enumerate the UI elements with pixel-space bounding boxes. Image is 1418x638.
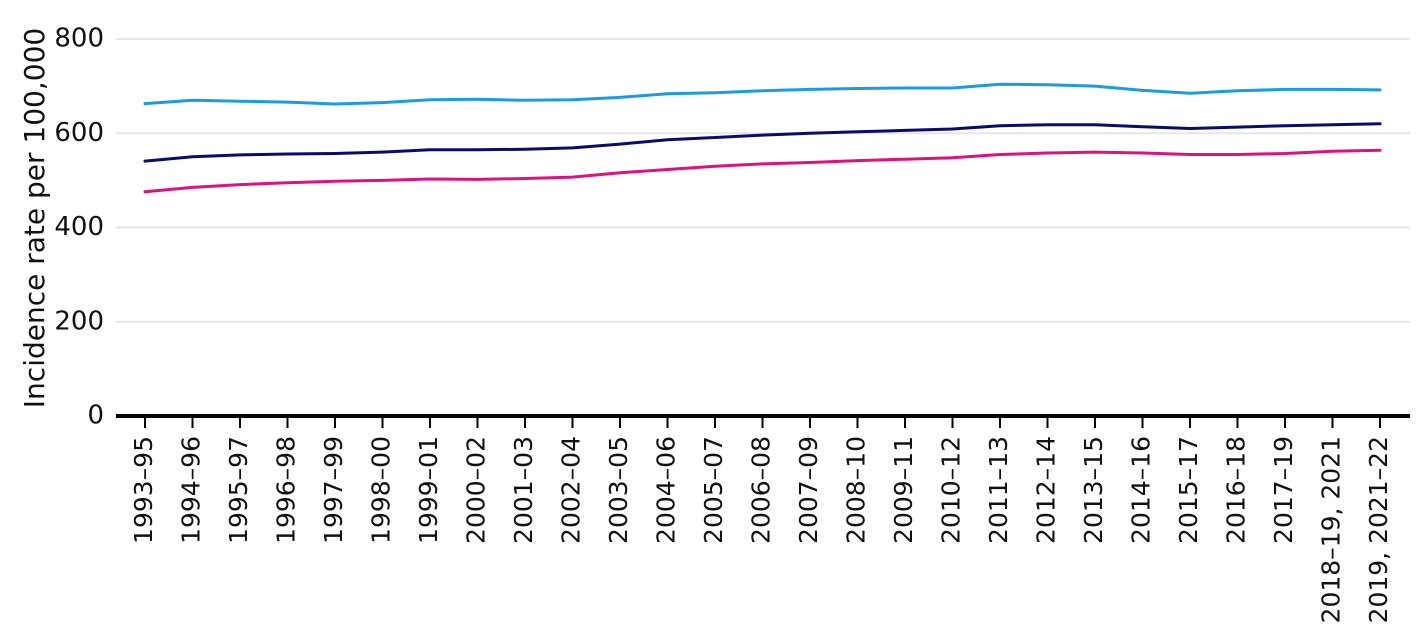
x-tick-label: 2000–02 — [462, 436, 491, 544]
x-tick-label: 2006–08 — [747, 436, 776, 544]
x-tick-label: 1999–01 — [414, 436, 443, 544]
x-tick-label: 1993–95 — [129, 436, 158, 544]
y-tick-label: 400 — [54, 212, 104, 242]
x-tick-label: 1995–97 — [224, 436, 253, 544]
x-tick-label: 1994–96 — [177, 436, 206, 544]
x-tick-label: 1997–99 — [319, 436, 348, 544]
x-tick-label: 1998–00 — [367, 436, 396, 544]
y-tick-label: 0 — [87, 401, 104, 431]
series-line-1 — [143, 82, 1382, 106]
x-tick-label: 2012–14 — [1032, 436, 1061, 544]
x-tick-label: 2016–18 — [1222, 436, 1251, 544]
x-axis-ticks: 1993–95 1994–96 1995–97 1996–98 1997–99 1998–… — [129, 416, 1393, 623]
series-lines — [143, 82, 1382, 194]
x-tick-label: 2001–03 — [509, 436, 538, 544]
x-tick-label: 2019, 2021–22 — [1364, 436, 1393, 623]
x-tick-label: 2002–04 — [557, 436, 586, 544]
x-tick-label: 1996–98 — [272, 436, 301, 544]
series-line-2 — [143, 122, 1382, 163]
x-tick-label: 2011–13 — [984, 436, 1013, 544]
series-line-3 — [143, 148, 1382, 194]
y-axis-tick-labels: 0 200 400 600 800 — [54, 24, 104, 431]
x-tick-label: 2008–10 — [842, 436, 871, 544]
x-tick-label: 2015–17 — [1174, 436, 1203, 544]
x-tick-label: 2014–16 — [1127, 436, 1156, 544]
y-tick-label: 200 — [54, 306, 104, 336]
x-tick-label: 2003–05 — [604, 436, 633, 544]
x-tick-label: 2018–19, 2021 — [1317, 436, 1346, 623]
x-tick-label: 2010–12 — [937, 436, 966, 544]
x-tick-label: 2009–11 — [889, 436, 918, 544]
x-tick-label: 2005–07 — [699, 436, 728, 544]
y-tick-label: 800 — [54, 24, 104, 54]
y-tick-label: 600 — [54, 118, 104, 148]
x-tick-label: 2017–19 — [1269, 436, 1298, 544]
x-tick-label: 2007–09 — [794, 436, 823, 544]
x-tick-label: 2013–15 — [1079, 436, 1108, 544]
x-tick-label: 2004–06 — [652, 436, 681, 544]
gridlines — [116, 38, 1410, 323]
y-axis-title: Incidence rate per 100,000 — [18, 28, 51, 408]
